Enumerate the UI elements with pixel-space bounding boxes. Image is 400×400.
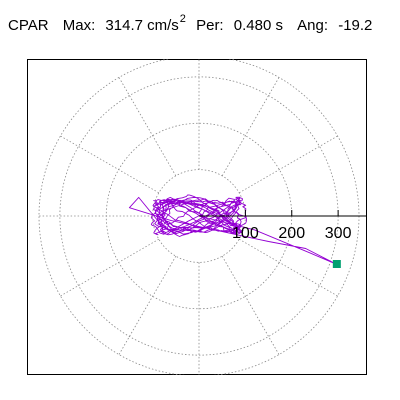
radial-axis: 100 200 300 [199,210,367,242]
peak-marker [332,259,341,268]
spoke-210 [60,238,160,297]
station-label: CPAR [8,17,49,34]
spoke-30 [238,135,338,194]
spoke-300 [221,255,280,355]
radial-tick-label-200: 200 [278,225,305,242]
polar-plot-svg: 100 200 300 [27,55,367,377]
max-value: 314.7 cm/s [105,17,179,34]
radial-tick-label-300: 300 [325,225,352,242]
per-label: Per: [196,17,224,34]
peak-marker-group [332,259,341,268]
spoke-120 [118,77,177,177]
per-value: 0.480 s [233,17,283,34]
spoke-60 [221,77,280,177]
spoke-330 [238,238,338,297]
motion-trace [128,194,337,265]
max-label: Max: [62,17,96,34]
chart-title: CPAR Max: 314.7 cm/s2 Per: 0.480 s Ang: … [8,13,373,38]
spoke-240 [118,255,177,355]
spoke-150 [60,135,160,194]
ang-value: -19.2 [338,17,373,34]
max-unit-exponent: 2 [179,13,186,25]
polar-plot: 100 200 300 [27,55,367,377]
radial-tick-label-100: 100 [232,225,259,242]
trace-path [128,194,337,265]
ang-label: Ang: [297,17,329,34]
